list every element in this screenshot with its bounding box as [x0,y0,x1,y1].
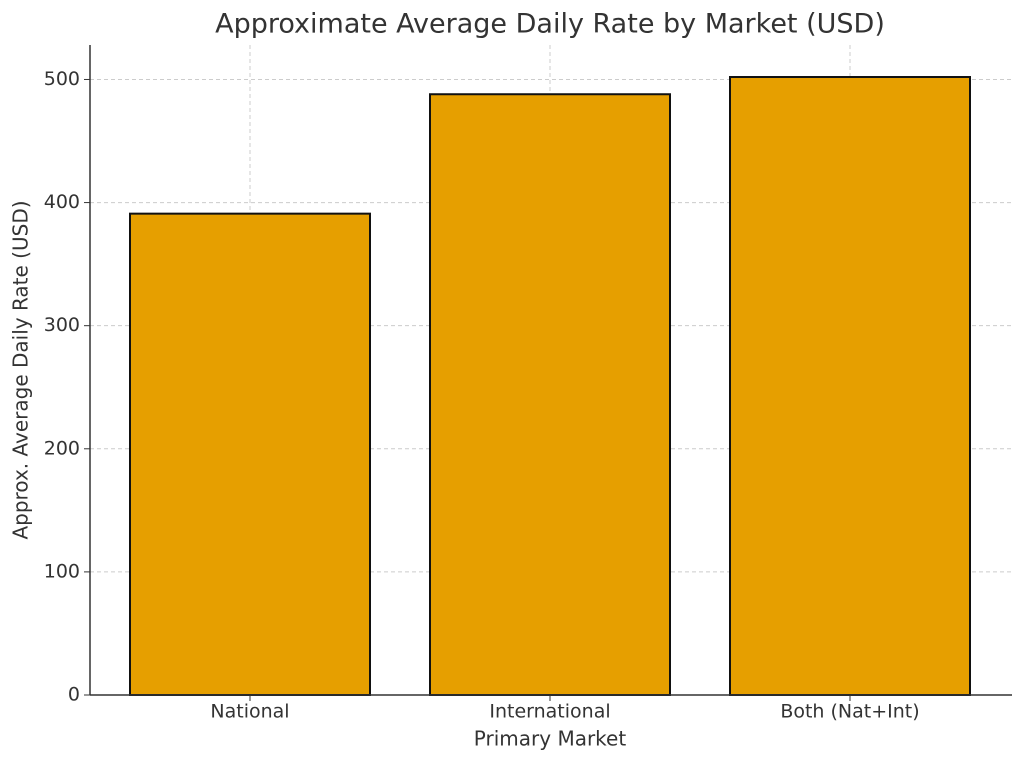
y-tick-label: 400 [44,191,80,213]
y-tick-label: 300 [44,314,80,336]
y-tick-label: 500 [44,68,80,90]
y-tick-label: 0 [68,684,80,706]
y-tick-label: 200 [44,437,80,459]
bar [429,93,671,696]
bar [729,76,971,697]
x-tick-label: Both (Nat+Int) [780,701,919,723]
x-axis-label: Primary Market [474,727,627,751]
bar [129,212,371,696]
chart-title: Approximate Average Daily Rate by Market… [215,9,885,40]
x-tick-label: International [489,701,610,723]
y-tick-label: 100 [44,560,80,582]
y-axis-label: Approx. Average Daily Rate (USD) [9,200,33,539]
x-tick-label: National [210,701,289,723]
